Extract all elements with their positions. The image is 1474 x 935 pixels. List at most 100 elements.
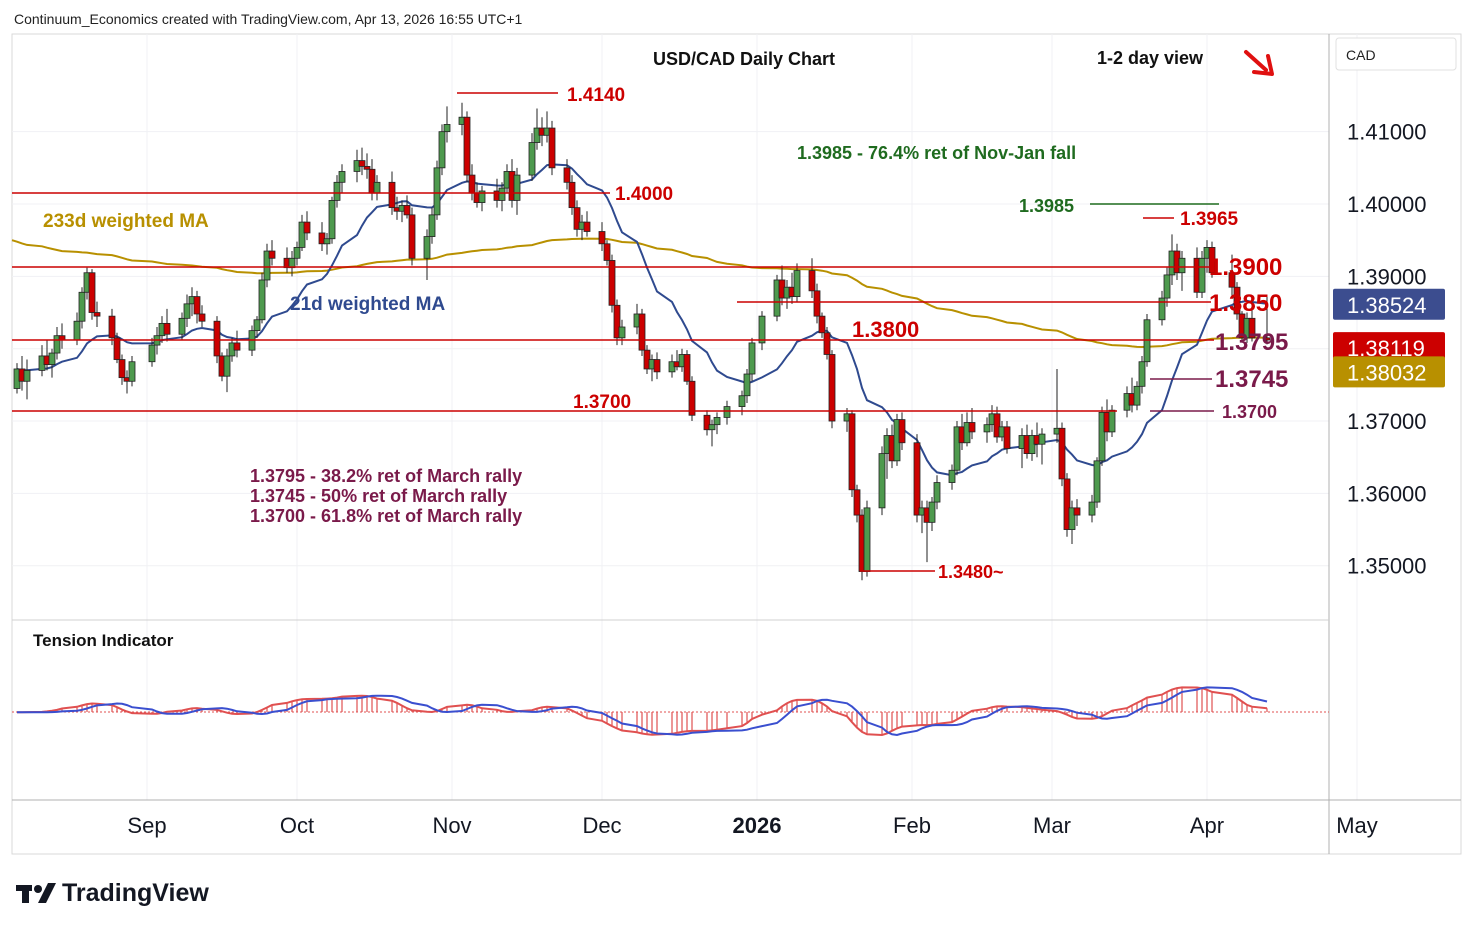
view-label: 1-2 day view [1097, 48, 1204, 68]
candle-up [23, 370, 31, 382]
candle-down [638, 313, 646, 351]
candle-up [263, 250, 271, 281]
price-badge-label: 1.38524 [1347, 293, 1427, 318]
label-1-3985: 1.3985 [1019, 196, 1074, 216]
candle-down [88, 272, 96, 313]
price-badge-box [1333, 288, 1445, 320]
candle-down [108, 315, 116, 339]
candle-down [463, 116, 471, 176]
price-axis-ticks: 1.41000 1.40000 1.39000 1.37000 1.36000 1.350… [1347, 120, 1427, 579]
candle-up [1068, 507, 1076, 530]
candle-down [603, 243, 611, 261]
chart-title: USD/CAD Daily Chart [653, 49, 835, 69]
label-1-3800: 1.3800 [852, 317, 919, 342]
candle-up [758, 315, 766, 344]
x-tick-label: May [1336, 813, 1378, 838]
candle-down [1263, 337, 1271, 341]
candle-up [73, 320, 81, 341]
candle-down [113, 337, 121, 360]
candle-up [738, 395, 746, 407]
candle-up [293, 247, 301, 259]
ma21-label: 21d weighted MA [290, 294, 445, 315]
price-badge-label: 1.38032 [1347, 360, 1427, 385]
annotation-fib-50: 1.3745 - 50% ret of March rally [250, 486, 507, 506]
down-arrow-icon [1244, 50, 1274, 76]
candle-up [148, 344, 156, 363]
candle-up [933, 482, 941, 503]
candle-down [968, 422, 976, 433]
ma233-line [11, 237, 1267, 349]
candle-down [913, 442, 921, 516]
candle-up [223, 355, 231, 377]
label-1-4000: 1.4000 [615, 184, 673, 205]
label-1-3745: 1.3745 [1215, 366, 1288, 393]
candle-down [1003, 426, 1011, 449]
candle-down [1248, 317, 1256, 339]
candle-down [1228, 272, 1236, 288]
candle-up [618, 326, 626, 339]
candle-up [953, 426, 961, 471]
candle-up [708, 424, 716, 431]
candle-up [1133, 385, 1141, 406]
candle-up [723, 406, 731, 418]
currency-label: CAD [1346, 47, 1376, 63]
candle-up [498, 187, 506, 201]
gridlines [12, 34, 1358, 800]
candle-down [598, 231, 606, 245]
candle-up [298, 221, 306, 248]
candle-down [163, 322, 171, 335]
candle-up [963, 422, 971, 444]
y-tick-label: 1.35000 [1347, 554, 1427, 579]
candle-down [568, 181, 576, 209]
label-1-3700-retracement: 1.3700 [1222, 402, 1277, 422]
candle-up [528, 142, 536, 176]
candle-down [823, 332, 831, 355]
annotation-fib-38: 1.3795 - 38.2% ret of March rally [250, 466, 522, 486]
candle-down [233, 342, 241, 351]
candle-up [373, 181, 381, 194]
candle-down [563, 167, 571, 183]
candle-down [268, 250, 276, 259]
candle-up [1163, 274, 1171, 299]
candle-up [423, 236, 431, 259]
candle-up [928, 501, 936, 523]
label-1-3480: 1.3480~ [938, 562, 1004, 582]
candle-down [653, 359, 661, 373]
candle-up [743, 373, 751, 397]
tradingview-logo[interactable]: TradingView [16, 876, 209, 910]
candle-up [443, 124, 451, 133]
candle-up [983, 424, 991, 433]
candle-up [1088, 501, 1096, 516]
candle-up [328, 199, 336, 240]
price-badge: 1.38032 [1333, 356, 1445, 388]
candle-up [793, 270, 801, 298]
candle-up [183, 303, 191, 319]
y-tick-label: 1.41000 [1347, 120, 1427, 145]
candle-down [808, 270, 816, 292]
candle-up [1108, 409, 1116, 433]
candle-up [948, 469, 956, 483]
tradingview-logo-text: TradingView [62, 878, 209, 907]
candle-up [1038, 433, 1046, 445]
price-badge-box [1333, 332, 1445, 364]
candle-down [93, 312, 101, 317]
candle-down [848, 413, 856, 491]
candle-down [408, 214, 416, 259]
candle-up [513, 174, 521, 201]
candle-up [1138, 361, 1146, 387]
candle-down [853, 489, 861, 516]
candle-down [608, 260, 616, 306]
candle-down [813, 290, 821, 317]
candle-down [683, 354, 691, 382]
price-badge: 1.38524 [1333, 288, 1445, 320]
candle-up [78, 291, 86, 322]
candle-up [863, 507, 871, 572]
candle-up [333, 181, 341, 201]
x-tick-label: Oct [280, 813, 314, 838]
candle-up [53, 335, 61, 354]
candle-down [548, 127, 556, 169]
currency-label-box[interactable] [1335, 37, 1457, 71]
y-tick-label: 1.39000 [1347, 264, 1427, 289]
